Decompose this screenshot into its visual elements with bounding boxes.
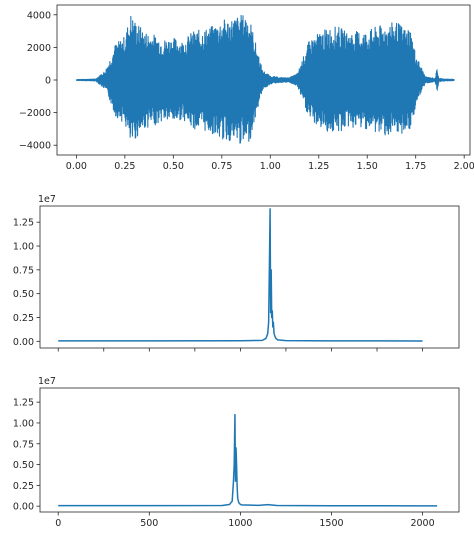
- y-tick-label: 0.00: [13, 337, 34, 348]
- y-tick-label: −2000: [19, 108, 51, 119]
- y-tick-label: −4000: [19, 141, 51, 152]
- x-tick-label: 0.75: [211, 161, 232, 172]
- x-tick-label: 0.00: [66, 161, 87, 172]
- y-tick-label: 0.25: [13, 481, 34, 492]
- x-tick-label: 500: [140, 518, 158, 529]
- x-tick-label: 1.50: [357, 161, 378, 172]
- data-area: [75, 15, 455, 144]
- axes-frame: [39, 205, 460, 349]
- subplot-1: 0.00 0.25 0.50 0.75 1.00 1.25 1.50 1.75 2.00 4000…: [19, 4, 474, 172]
- subplot-3: 0 500 1000 1500 2000 0.00 0.25 0.50 0.75 1.00 1.25…: [13, 376, 460, 529]
- y-tick-label: 2000: [27, 43, 51, 54]
- y-tick-label: 0.50: [13, 289, 34, 300]
- x-tick-label: 0.50: [163, 161, 184, 172]
- x-tick-label: 1000: [228, 518, 252, 529]
- x-tick-label: 1500: [319, 518, 343, 529]
- y-tick-label: 0.75: [13, 265, 34, 276]
- y-tick-label: 0.00: [13, 502, 34, 513]
- y-tick-label: 1.25: [13, 398, 34, 409]
- y-tick-label: 0: [45, 76, 51, 87]
- y-tick-label: 0.75: [13, 439, 34, 450]
- x-tick-label: 1.25: [308, 161, 329, 172]
- data-area: [58, 413, 438, 507]
- y-tick-label: 0.25: [13, 313, 34, 324]
- y-tick-label: 1.00: [13, 418, 34, 429]
- y-tick-label: 0.50: [13, 460, 34, 471]
- scale-offset-label: 1e7: [38, 376, 56, 387]
- scale-offset-label: 1e7: [38, 194, 56, 205]
- waveform-series: [75, 15, 455, 144]
- x-tick-label: 2000: [410, 518, 434, 529]
- x-tick-label: 1.75: [405, 161, 426, 172]
- spectrum-series: [58, 413, 438, 507]
- x-tick-label: 2.00: [454, 161, 474, 172]
- x-tick-label: 0: [55, 518, 61, 529]
- spectrum-series: [58, 208, 423, 342]
- y-tick-label: 4000: [27, 10, 51, 21]
- x-tick-label: 1.00: [260, 161, 281, 172]
- subplot-2: 0.00 0.25 0.50 0.75 1.00 1.25 1e7: [13, 194, 460, 352]
- axes-frame: [39, 387, 460, 513]
- x-tick-label: 0.25: [114, 161, 135, 172]
- data-area: [58, 208, 423, 342]
- y-tick-label: 1.25: [13, 218, 34, 229]
- y-tick-label: 1.00: [13, 242, 34, 253]
